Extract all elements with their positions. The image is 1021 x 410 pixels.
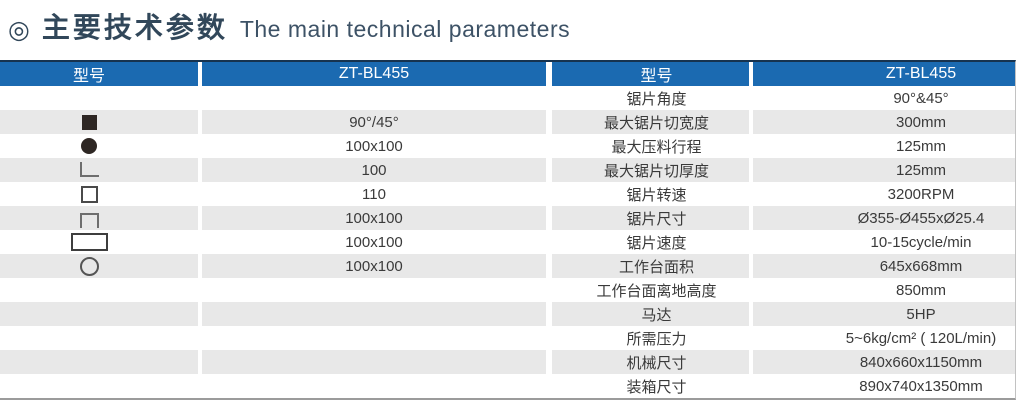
shape-cell bbox=[0, 134, 198, 158]
param-label-cell: 锯片转速 bbox=[552, 182, 749, 206]
rect-outline-icon bbox=[70, 233, 108, 251]
table-row: 马达 5HP bbox=[0, 302, 1015, 326]
shape-cell bbox=[0, 374, 198, 398]
table-row: 100 最大锯片切厚度 125mm bbox=[0, 158, 1015, 182]
table-row: 所需压力 5~6kg/cm² ( 120L/min) bbox=[0, 326, 1015, 350]
shape-cell bbox=[0, 350, 198, 374]
shape-cell bbox=[0, 158, 198, 182]
param-label-cell: 锯片角度 bbox=[552, 86, 749, 110]
technical-parameters-table: 型号 ZT-BL455 型号 ZT-BL455 锯片角度 90°&45° 90°… bbox=[0, 60, 1016, 400]
circle-outline-icon bbox=[79, 256, 99, 276]
square-outline-icon bbox=[80, 185, 98, 203]
header-model-value-left: ZT-BL455 bbox=[202, 62, 546, 86]
double-circle-bullet-icon: ◎ bbox=[8, 16, 30, 44]
table-body: 锯片角度 90°&45° 90°/45° 最大锯片切宽度 300mm 100x1… bbox=[0, 86, 1015, 398]
param-label-cell: 工作台面离地高度 bbox=[552, 278, 749, 302]
page-title-chinese: 主要技术参数 bbox=[41, 12, 228, 43]
param-label-cell: 马达 bbox=[552, 302, 749, 326]
page-title-english: The main technical parameters bbox=[239, 16, 571, 42]
shape-cell bbox=[0, 182, 198, 206]
param-label-cell: 机械尺寸 bbox=[552, 350, 749, 374]
param-value-cell: Ø355-Ø455xØ25.4 bbox=[753, 206, 1015, 230]
table-row: 锯片角度 90°&45° bbox=[0, 86, 1015, 110]
shape-cell bbox=[0, 254, 198, 278]
table-row: 110 锯片转速 3200RPM bbox=[0, 182, 1015, 206]
left-value-cell: 100x100 bbox=[202, 134, 546, 158]
param-label-cell: 装箱尺寸 bbox=[552, 374, 749, 398]
param-value-cell: 3200RPM bbox=[753, 182, 1015, 206]
table-header-row: 型号 ZT-BL455 型号 ZT-BL455 bbox=[0, 62, 1015, 86]
table-row: 100x100 锯片速度 10-15cycle/min bbox=[0, 230, 1015, 254]
page-title: ◎ 主要技术参数 The main technical parameters bbox=[8, 6, 570, 46]
param-value-cell: 5HP bbox=[753, 302, 1015, 326]
table-row: 装箱尺寸 890x740x1350mm bbox=[0, 374, 1015, 398]
circle-filled-icon bbox=[81, 138, 97, 154]
param-value-cell: 300mm bbox=[753, 110, 1015, 134]
channel-icon bbox=[79, 212, 99, 228]
square-filled-icon bbox=[81, 114, 97, 130]
left-value-cell bbox=[202, 374, 546, 398]
shape-cell bbox=[0, 326, 198, 350]
left-value-cell bbox=[202, 350, 546, 374]
param-label-cell: 锯片尺寸 bbox=[552, 206, 749, 230]
left-value-cell bbox=[202, 326, 546, 350]
param-value-cell: 890x740x1350mm bbox=[753, 374, 1015, 398]
header-model-value-right: ZT-BL455 bbox=[753, 62, 1015, 86]
param-label-cell: 最大压料行程 bbox=[552, 134, 749, 158]
table-row: 100x100 最大压料行程 125mm bbox=[0, 134, 1015, 158]
shape-cell bbox=[0, 110, 198, 134]
table-row: 机械尺寸 840x660x1150mm bbox=[0, 350, 1015, 374]
table-row: 100x100 锯片尺寸 Ø355-Ø455xØ25.4 bbox=[0, 206, 1015, 230]
shape-cell bbox=[0, 86, 198, 110]
angle-icon bbox=[79, 161, 99, 177]
param-value-cell: 5~6kg/cm² ( 120L/min) bbox=[753, 326, 1015, 350]
left-value-cell: 110 bbox=[202, 182, 546, 206]
param-label-cell: 工作台面积 bbox=[552, 254, 749, 278]
table-row: 100x100 工作台面积 645x668mm bbox=[0, 254, 1015, 278]
left-value-cell: 100x100 bbox=[202, 254, 546, 278]
shape-cell bbox=[0, 278, 198, 302]
shape-cell bbox=[0, 206, 198, 230]
table-row: 90°/45° 最大锯片切宽度 300mm bbox=[0, 110, 1015, 134]
param-label-cell: 最大锯片切厚度 bbox=[552, 158, 749, 182]
header-model-right: 型号 bbox=[552, 62, 749, 86]
param-value-cell: 645x668mm bbox=[753, 254, 1015, 278]
param-label-cell: 锯片速度 bbox=[552, 230, 749, 254]
table-row: 工作台面离地高度 850mm bbox=[0, 278, 1015, 302]
left-value-cell bbox=[202, 86, 546, 110]
left-value-cell bbox=[202, 278, 546, 302]
left-value-cell bbox=[202, 302, 546, 326]
param-value-cell: 125mm bbox=[753, 158, 1015, 182]
left-value-cell: 100x100 bbox=[202, 206, 546, 230]
header-model-left: 型号 bbox=[0, 62, 198, 86]
param-value-cell: 840x660x1150mm bbox=[753, 350, 1015, 374]
param-value-cell: 10-15cycle/min bbox=[753, 230, 1015, 254]
shape-cell bbox=[0, 302, 198, 326]
param-value-cell: 90°&45° bbox=[753, 86, 1015, 110]
left-value-cell: 100x100 bbox=[202, 230, 546, 254]
shape-cell bbox=[0, 230, 198, 254]
param-label-cell: 所需压力 bbox=[552, 326, 749, 350]
param-value-cell: 125mm bbox=[753, 134, 1015, 158]
param-value-cell: 850mm bbox=[753, 278, 1015, 302]
param-label-cell: 最大锯片切宽度 bbox=[552, 110, 749, 134]
left-value-cell: 100 bbox=[202, 158, 546, 182]
left-value-cell: 90°/45° bbox=[202, 110, 546, 134]
